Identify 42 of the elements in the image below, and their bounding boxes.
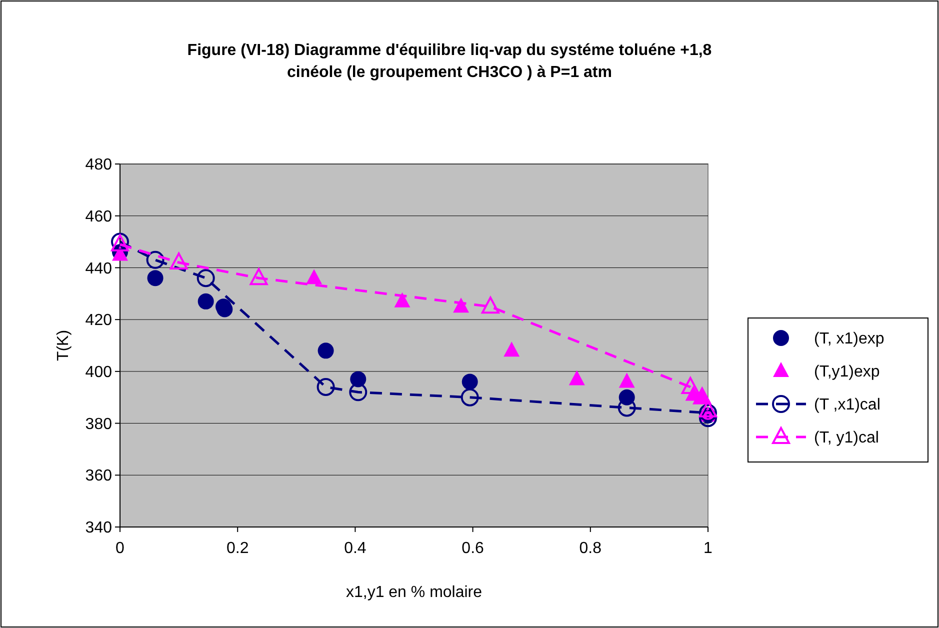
x-tick-label: 0.6 xyxy=(462,540,484,557)
point xyxy=(462,374,478,390)
point xyxy=(170,252,188,270)
legend-label: (T,y1)exp xyxy=(814,364,880,381)
point xyxy=(318,342,334,359)
point xyxy=(349,383,368,402)
y-tick-label: 480 xyxy=(85,156,112,174)
point xyxy=(481,296,500,314)
y-tick-label: 360 xyxy=(85,468,112,485)
point xyxy=(681,376,700,394)
y-tick-label: 400 xyxy=(85,364,112,382)
x-tick-label: 1 xyxy=(704,540,713,557)
point xyxy=(504,342,520,357)
y-tick-label: 460 xyxy=(85,208,112,226)
y-tick-label: 380 xyxy=(85,416,112,433)
x-tick-label: 0.4 xyxy=(344,540,366,557)
y-axis-title: T(K) xyxy=(55,330,72,362)
point xyxy=(699,409,717,428)
point xyxy=(350,371,366,388)
point xyxy=(146,250,164,269)
point xyxy=(250,268,268,286)
point xyxy=(460,388,479,406)
legend-label: (T, y1)cal xyxy=(814,430,879,447)
point xyxy=(618,372,635,388)
point xyxy=(306,269,322,284)
x-tick-label: 0.2 xyxy=(226,540,249,557)
x-tick-label: 0.8 xyxy=(579,540,602,557)
point xyxy=(316,378,335,396)
legend-label: (T, x1)exp xyxy=(814,330,884,348)
x-axis-title: x1,y1 en % molaire xyxy=(346,584,482,601)
y-tick-label: 440 xyxy=(85,260,112,278)
point xyxy=(198,293,214,310)
point xyxy=(196,269,215,288)
y-tick-label: 420 xyxy=(85,312,112,330)
point xyxy=(394,292,410,308)
point xyxy=(568,370,585,386)
legend-label: (T ,x1)cal xyxy=(814,396,880,414)
chart-title: Figure (VI-18) Diagramme d'équilibre liq-vap du systéme toluéne +1,8 cinéole (le groupement CH3CO ) à P=1 atm xyxy=(187,42,712,81)
point xyxy=(147,270,164,286)
x-tick-label: 0 xyxy=(116,540,125,557)
y-tick-label: 340 xyxy=(85,520,112,537)
point xyxy=(699,404,717,422)
